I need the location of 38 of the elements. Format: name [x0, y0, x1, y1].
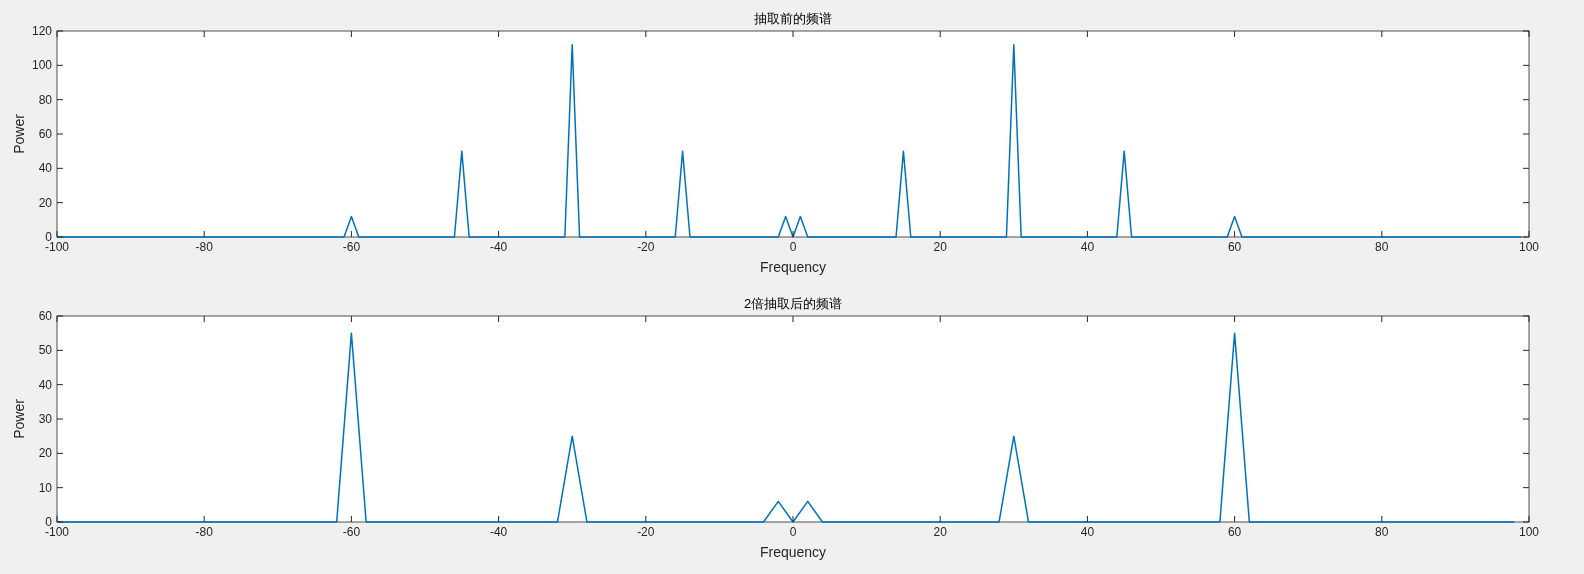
y-tick-label: 100 — [31, 58, 53, 73]
x-tick-label: -40 — [489, 240, 508, 254]
x-axis-title: Frequency — [759, 259, 827, 275]
y-tick-label: 10 — [38, 480, 53, 495]
x-tick-label: 80 — [1375, 240, 1389, 254]
y-axis-title: Power — [11, 398, 27, 439]
x-tick-label: -80 — [195, 525, 214, 539]
x-tick-label: -20 — [637, 525, 655, 539]
y-tick-label: 40 — [38, 377, 53, 392]
x-tick-label: -60 — [342, 240, 361, 254]
y-axis-title: Power — [11, 113, 27, 154]
x-tick-label: 80 — [1375, 525, 1389, 539]
x-tick-label: 20 — [933, 525, 948, 539]
y-tick-label: 50 — [38, 343, 53, 358]
y-tick-label: 120 — [31, 24, 53, 38]
y-tick-label: 40 — [38, 161, 53, 176]
x-tick-label: 20 — [933, 240, 948, 254]
x-tick-label: -60 — [342, 525, 361, 539]
chart-title: 抽取前的频谱 — [754, 11, 832, 26]
x-axis-title: Frequency — [759, 544, 827, 560]
x-tick-label: 100 — [1518, 525, 1540, 539]
y-tick-label: 20 — [38, 446, 53, 461]
y-tick-label: 30 — [38, 412, 53, 426]
chart-title: 2倍抽取后的频谱 — [743, 296, 843, 311]
x-tick-label: -80 — [195, 240, 214, 254]
x-tick-label: 100 — [1518, 240, 1540, 254]
x-tick-label: 0 — [789, 525, 797, 539]
y-tick-label: 20 — [38, 195, 53, 210]
y-tick-label: 80 — [38, 92, 53, 107]
x-tick-label: -40 — [489, 525, 508, 539]
y-tick-label: 60 — [38, 127, 53, 141]
x-tick-label: 0 — [789, 240, 797, 254]
x-tick-label: -20 — [637, 240, 655, 254]
x-tick-label: 60 — [1227, 240, 1242, 254]
x-tick-label: 40 — [1080, 240, 1095, 254]
x-tick-label: 40 — [1080, 525, 1095, 539]
x-tick-label: 60 — [1227, 525, 1242, 539]
y-tick-label: 60 — [38, 309, 53, 323]
